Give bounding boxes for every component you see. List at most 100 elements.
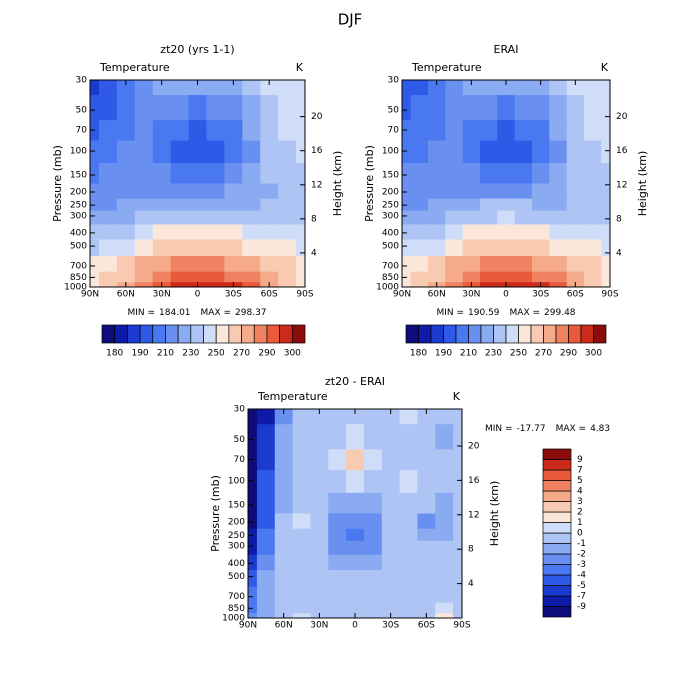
contour-cell bbox=[428, 95, 446, 121]
contour-cell bbox=[310, 570, 329, 588]
contour-cell bbox=[278, 271, 297, 283]
contour-cell bbox=[417, 470, 436, 494]
contour-cell bbox=[116, 239, 136, 257]
x-tick-label: 30N bbox=[310, 621, 328, 631]
colorbar-box bbox=[542, 501, 572, 513]
y-tick-label: 500 bbox=[228, 572, 245, 582]
contour-cell bbox=[532, 210, 550, 226]
contour-cell bbox=[480, 224, 498, 241]
contour-cell bbox=[462, 163, 481, 185]
contour-cell bbox=[296, 239, 305, 257]
contour-cell bbox=[292, 586, 312, 604]
y-tick-label: 150 bbox=[382, 171, 399, 181]
contour-cell bbox=[399, 570, 419, 588]
contour-cell bbox=[410, 183, 429, 200]
contour-cell bbox=[170, 210, 190, 226]
colorbar-box bbox=[542, 459, 572, 471]
min-max: MIN = 184.01 MAX = 298.37 bbox=[127, 308, 266, 318]
contour-cell bbox=[402, 256, 412, 273]
contour-cell bbox=[242, 282, 261, 287]
contour-cell bbox=[399, 554, 419, 571]
contour-cell bbox=[248, 613, 258, 618]
colorbar-box bbox=[279, 324, 293, 344]
contour-cell bbox=[134, 271, 154, 283]
contour-cell bbox=[363, 424, 383, 451]
contour-cell bbox=[152, 210, 172, 226]
contour-cell bbox=[453, 540, 462, 556]
contour-cell bbox=[462, 80, 481, 96]
contour-cell bbox=[549, 95, 568, 121]
contour-cell bbox=[480, 183, 498, 200]
contour-cell bbox=[399, 602, 419, 614]
colorbar-label: 210 bbox=[460, 349, 477, 359]
panel-title: zt20 (yrs 1-1) bbox=[160, 43, 234, 56]
contour-cell bbox=[206, 256, 225, 273]
contour-cell bbox=[116, 256, 136, 273]
y2-tick-label: 8 bbox=[616, 214, 622, 224]
y2-tick-label: 20 bbox=[616, 112, 628, 122]
contour-cell bbox=[549, 140, 568, 164]
colorbar-box bbox=[139, 324, 154, 344]
colorbar-box bbox=[542, 490, 572, 502]
colorbar-label: 5 bbox=[577, 476, 583, 486]
contour-cell bbox=[601, 183, 610, 200]
contour-cell bbox=[278, 140, 297, 164]
colorbar-label: 180 bbox=[106, 349, 123, 359]
contour-cell bbox=[278, 95, 297, 121]
contour-cell bbox=[296, 282, 305, 287]
y-tick-label: 300 bbox=[228, 542, 245, 552]
y-tick-label: 700 bbox=[228, 592, 245, 602]
contour-cell bbox=[514, 210, 533, 226]
contour-cell bbox=[549, 80, 568, 96]
contour-cell bbox=[399, 492, 419, 515]
contour-cell bbox=[363, 470, 383, 494]
colorbar-label: 0 bbox=[577, 529, 583, 539]
contour-cell bbox=[248, 586, 258, 604]
contour-cell bbox=[435, 470, 454, 494]
left-label: Temperature bbox=[257, 390, 328, 403]
colorbar-box bbox=[253, 324, 268, 344]
contour-cell bbox=[248, 513, 258, 530]
contour-cell bbox=[514, 95, 533, 121]
contour-cell bbox=[256, 540, 276, 556]
contour-cell bbox=[206, 210, 225, 226]
contour-cell bbox=[274, 570, 294, 588]
contour-cell bbox=[248, 570, 258, 588]
contour-cell bbox=[206, 120, 225, 142]
contour-cell bbox=[480, 120, 498, 142]
contour-cell bbox=[292, 570, 312, 588]
contour-cell bbox=[453, 570, 462, 588]
colorbar-label: 290 bbox=[258, 349, 275, 359]
contour-cell bbox=[549, 271, 568, 283]
y-tick-label: 70 bbox=[234, 455, 246, 465]
contour-cell bbox=[188, 210, 208, 226]
contour-cell bbox=[170, 120, 190, 142]
contour-cell bbox=[90, 282, 100, 287]
contour-field bbox=[90, 80, 305, 287]
contour-cell bbox=[363, 449, 383, 471]
contour-cell bbox=[601, 95, 610, 121]
contour-cell bbox=[532, 198, 550, 212]
contour-cell bbox=[242, 198, 261, 212]
contour-cell bbox=[256, 513, 276, 530]
contour-cell bbox=[278, 210, 297, 226]
contour-cell bbox=[274, 449, 294, 471]
contour-cell bbox=[435, 528, 454, 542]
contour-cell bbox=[346, 586, 365, 604]
colorbar-label: 250 bbox=[510, 349, 527, 359]
contour-cell bbox=[549, 198, 568, 212]
contour-cell bbox=[260, 224, 279, 241]
contour-cell bbox=[480, 282, 498, 287]
colorbar-label: -3 bbox=[577, 560, 586, 570]
contour-cell bbox=[296, 271, 305, 283]
colorbar-label: 300 bbox=[585, 349, 602, 359]
colorbar-label: 230 bbox=[485, 349, 502, 359]
contour-cell bbox=[453, 409, 462, 425]
contour-cell bbox=[584, 256, 602, 273]
contour-cell bbox=[497, 163, 516, 185]
contour-cell bbox=[363, 492, 383, 515]
contour-cell bbox=[256, 586, 276, 604]
contour-cell bbox=[248, 492, 258, 515]
contour-cell bbox=[445, 80, 464, 96]
contour-cell bbox=[188, 140, 208, 164]
